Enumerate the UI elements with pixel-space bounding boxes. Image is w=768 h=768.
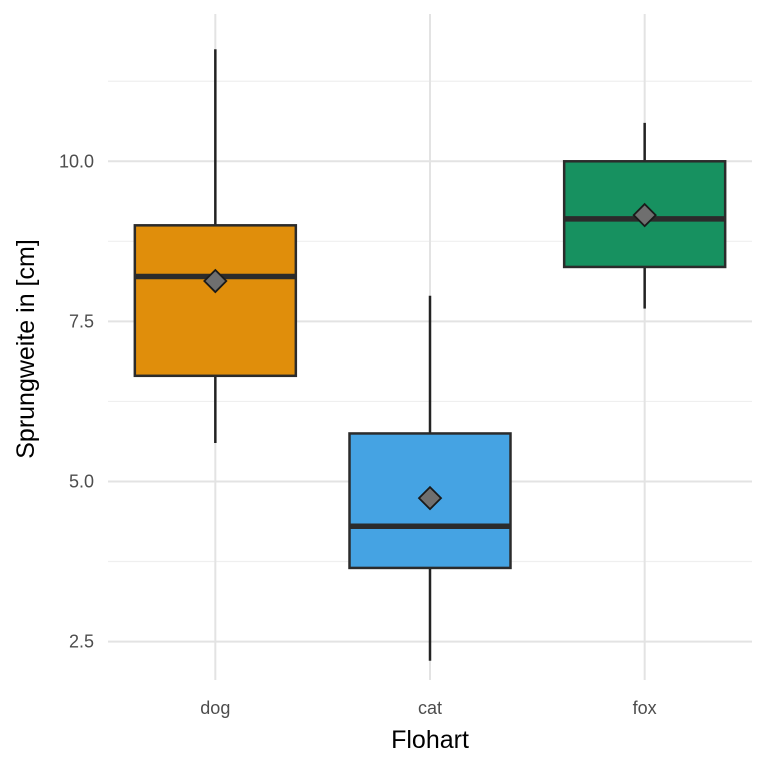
- x-tick-label: cat: [418, 698, 442, 718]
- interquartile-box: [133, 224, 298, 378]
- mean-marker: [203, 268, 228, 294]
- mean-marker: [417, 485, 443, 511]
- box-dog: [133, 49, 298, 444]
- y-tick-label: 7.5: [69, 311, 94, 331]
- y-axis-title: Sprungweite in [cm]: [12, 239, 40, 459]
- x-tick-labels: dog cat fox: [200, 698, 656, 718]
- box-cat: [348, 295, 512, 661]
- x-tick-label: fox: [633, 698, 657, 718]
- boxes: [133, 49, 727, 661]
- y-tick-label: 2.5: [69, 632, 94, 652]
- y-tick-labels: 2.5 5.0 7.5 10.0: [59, 151, 94, 651]
- x-axis-title: Flohart: [391, 726, 469, 754]
- mean-marker: [632, 202, 657, 228]
- y-tick-label: 10.0: [59, 151, 94, 171]
- y-tick-label: 5.0: [69, 471, 94, 491]
- x-tick-label: dog: [200, 698, 230, 718]
- box-fox: [562, 122, 727, 309]
